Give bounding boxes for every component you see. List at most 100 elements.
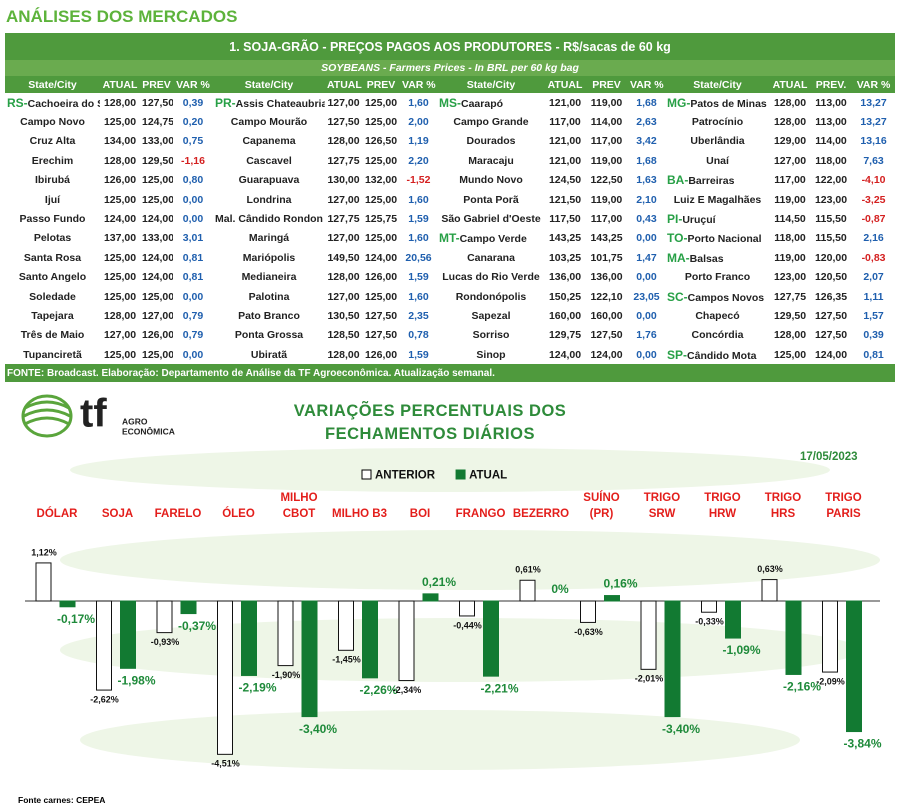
var-cell: 0,43 [636,213,657,226]
city-cell: Sorriso [437,326,545,345]
state-code: MT- [439,231,460,246]
city-name: Ponta Grossa [234,329,304,342]
legend-swatch [361,469,372,480]
city-cell: RS-Cachoeira do Sul [5,93,100,112]
atual-cell: 160,00 [548,309,582,322]
atual-cell: 125,00 [773,348,807,361]
atual-cell: 127,00 [773,154,807,167]
category-label: ÓLEO [222,508,255,520]
value-label: -2,21% [480,681,518,695]
atual-cell: 124,00 [103,213,137,226]
atual-cell: 119,00 [774,193,806,206]
var-cell: 1,47 [636,251,657,264]
column-header: ATUAL [545,76,585,93]
city-name: Uruçuí [682,214,716,227]
var-cell: 0,75 [182,135,204,148]
bar [822,600,838,673]
city-cell: Pelotas [5,229,100,248]
city-name: Mundo Novo [459,174,523,187]
column-header: State/City [5,76,100,93]
city-name: Passo Fundo [19,213,86,226]
state-code: MS- [439,95,461,110]
prev-cell: 126,00 [364,348,398,361]
atual-cell: 117,00 [549,116,581,129]
prev-cell: 127,50 [814,329,848,342]
var-cell: 0,80 [182,174,204,187]
prev-cell: 125,00 [364,116,398,129]
city-cell: Tapejara [5,306,100,325]
value-label: -1,90% [272,670,301,680]
prev-cell: 125,00 [364,154,398,167]
atual-cell: 127,75 [773,290,807,303]
column-header: State/City [665,76,770,93]
table-row: Passo Fundo 124,00 124,00 0,00 Mal. Cândido … [5,209,895,228]
atual-cell: 119,00 [774,251,806,264]
city-name: Campo Mourão [230,116,308,129]
table-row: Santo Angelo 125,00 124,00 0,81 Medianeira 12… [5,268,895,287]
state-code: MA- [667,250,690,265]
city-name: Tapejara [31,309,74,322]
var-cell: 0,39 [863,329,884,342]
column-header: PREV [362,76,400,93]
city-cell: SP-Cândido Mota [665,345,770,364]
var-cell: 0,00 [182,348,204,361]
footnote: Fonte carnes: CEPEA [18,795,106,805]
var-cell: 23,05 [633,290,660,303]
bar [156,600,173,634]
city-name: Capanema [242,135,296,148]
prev-cell: 115,50 [815,213,847,226]
bar [241,600,257,676]
bar [338,600,354,651]
var-cell: 0,79 [182,309,204,322]
city-cell: Cascavel [213,151,325,170]
city-cell: Londrina [213,190,325,209]
table-footer: FONTE: Broadcast. Elaboração: Departamen… [5,364,896,383]
prev-cell: 123,00 [814,193,848,206]
bar [217,600,233,755]
city-name: Campo Novo [20,116,85,129]
city-cell: Porto Franco [665,268,770,287]
value-label: -3,40% [299,722,337,736]
atual-cell: 121,00 [548,96,582,109]
value-label: -3,40% [662,722,700,736]
category-label: MILHO B3 [332,508,387,520]
city-name: Mariópolis [242,251,296,264]
prev-cell: 120,00 [814,251,848,264]
city-name: Cândido Mota [687,349,757,362]
prev-cell: 119,00 [590,154,623,167]
bar [580,600,596,623]
atual-cell: 127,00 [327,232,360,245]
city-name: Patrocínio [691,116,744,129]
atual-cell: 128,00 [327,135,360,148]
atual-cell: 130,00 [327,174,360,187]
city-cell: Mundo Novo [437,171,545,190]
var-cell: 1,76 [636,329,657,342]
value-label: -0,44% [453,620,482,630]
value-label: -2,26% [359,683,397,697]
var-cell: 2,10 [636,193,657,206]
city-name: Campo Grande [453,116,529,129]
city-name: Unaí [706,154,729,167]
prev-cell: 127,50 [364,309,398,322]
city-cell: Uberlândia [665,132,770,151]
bar [664,600,681,718]
var-cell: -0,83 [861,251,886,264]
city-cell: Mariópolis [213,248,325,267]
bar [277,600,294,667]
prev-cell: 127,50 [364,329,398,342]
prev-cell: 160,00 [590,309,623,322]
var-cell: 0,00 [636,271,657,284]
prev-cell: 124,00 [814,348,848,361]
prev-cell: 132,00 [364,174,398,187]
city-cell: Medianeira [213,268,325,287]
value-label: -1,98% [117,673,155,687]
category-label: MILHO CBOT [280,492,318,520]
var-cell: 0,81 [182,271,204,284]
prev-cell: 126,50 [364,135,398,148]
column-header: ATUAL [770,76,810,93]
var-cell: 13,27 [860,96,887,109]
column-header: PREV [585,76,628,93]
atual-cell: 121,50 [548,193,582,206]
city-name: Dourados [466,135,516,148]
atual-cell: 127,00 [327,290,360,303]
